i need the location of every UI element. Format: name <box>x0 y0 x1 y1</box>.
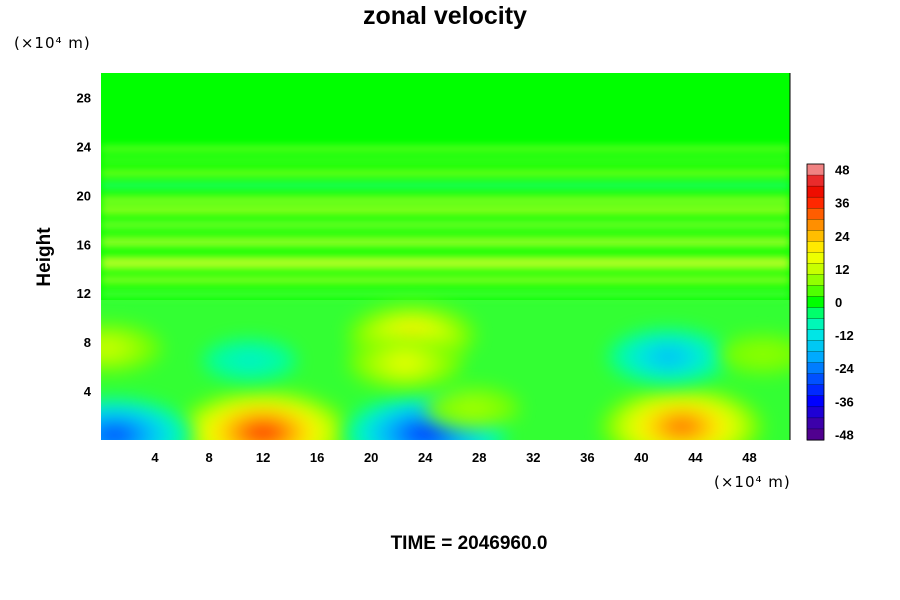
colorbar-frame <box>806 163 825 441</box>
x-tick-label: 40 <box>634 450 648 465</box>
colorbar-tick-label: 0 <box>835 295 842 310</box>
colorbar-segment <box>806 185 825 198</box>
contour-feature-10 <box>425 387 520 430</box>
contour-feature-2 <box>600 387 763 440</box>
x-tick-label: 36 <box>580 450 594 465</box>
colorbar-segment <box>806 307 825 320</box>
y-tick-label: 16 <box>77 237 91 252</box>
y-unit-label: (×10⁴ m) <box>14 34 91 52</box>
x-tick-label: 8 <box>205 450 212 465</box>
x-unit-label: (×10⁴ m) <box>714 473 791 491</box>
y-tick-label: 20 <box>77 188 91 203</box>
contour-feature-5 <box>202 339 297 382</box>
contour-blobs <box>101 304 790 440</box>
colorbar-segment <box>806 395 825 408</box>
y-axis-ticks: 4 8 12 16 20 24 28 <box>77 90 92 399</box>
contour-feature-11 <box>719 335 790 374</box>
x-tick-label: 32 <box>526 450 540 465</box>
x-tick-label: 44 <box>688 450 703 465</box>
chart-title: zonal velocity <box>363 2 527 30</box>
colorbar-tick-label: 48 <box>835 163 849 178</box>
y-tick-label: 12 <box>77 286 91 301</box>
colorbar-segment <box>806 274 825 286</box>
x-tick-label: 24 <box>418 450 433 465</box>
x-axis-ticks: 4 8 12 16 20 24 28 32 36 40 44 48 <box>151 450 756 465</box>
x-tick-label: 16 <box>310 450 324 465</box>
contour-feature-9 <box>101 323 162 373</box>
x-tick-label: 12 <box>256 450 270 465</box>
colorbar-tick-label: 24 <box>835 229 850 244</box>
time-label: TIME = 2046960.0 <box>391 533 548 554</box>
colorbar-segment <box>806 417 825 430</box>
colorbar-segment <box>806 230 825 242</box>
x-tick-label: 4 <box>151 450 159 465</box>
y-tick-label: 28 <box>77 90 91 105</box>
contour-field <box>101 73 790 440</box>
colorbar-tick-label: -36 <box>835 394 854 409</box>
y-tick-label: 8 <box>84 335 91 350</box>
x-tick-label: 48 <box>742 450 756 465</box>
colorbar-segment <box>806 252 825 264</box>
colorbar-tick-label: 36 <box>835 196 849 211</box>
contour-feature-8 <box>347 336 463 390</box>
colorbar-segment <box>806 263 825 275</box>
colorbar-segment <box>806 285 825 298</box>
y-tick-label: 24 <box>77 139 92 154</box>
colorbar-segment <box>806 296 825 309</box>
y-axis-label: Height <box>34 227 55 287</box>
x-tick-label: 28 <box>472 450 486 465</box>
colorbar-tick-label: -12 <box>835 328 854 343</box>
contour-feature-6 <box>607 328 730 386</box>
colorbar-segment <box>806 362 825 375</box>
x-tick-label: 20 <box>364 450 378 465</box>
colorbar-segment <box>806 373 825 386</box>
colorbar-segment <box>806 219 825 231</box>
colorbar-segment <box>806 318 825 331</box>
contour-feature-1 <box>175 390 351 440</box>
colorbar-segment <box>806 428 825 441</box>
colorbar-tick-label: -48 <box>835 427 854 442</box>
colorbar-tick-label: 12 <box>835 262 849 277</box>
colorbar-segment <box>806 196 825 209</box>
colorbar-tick-label: -24 <box>835 361 855 376</box>
colorbar-segment <box>806 406 825 419</box>
contour-feature-3 <box>101 397 193 440</box>
colorbar-segment <box>806 241 825 253</box>
colorbar-segment <box>806 174 825 187</box>
colorbar-segment <box>806 208 825 220</box>
colorbar-segment <box>806 329 825 342</box>
colorbar-segment <box>806 384 825 397</box>
colorbar: 48 36 24 12 0 -12 -24 -36 -48 <box>806 163 855 442</box>
colorbar-segment <box>806 351 825 364</box>
colorbar-segment <box>806 163 825 176</box>
upper-bands <box>101 146 790 298</box>
colorbar-segment <box>806 340 825 353</box>
y-tick-label: 4 <box>84 384 92 399</box>
